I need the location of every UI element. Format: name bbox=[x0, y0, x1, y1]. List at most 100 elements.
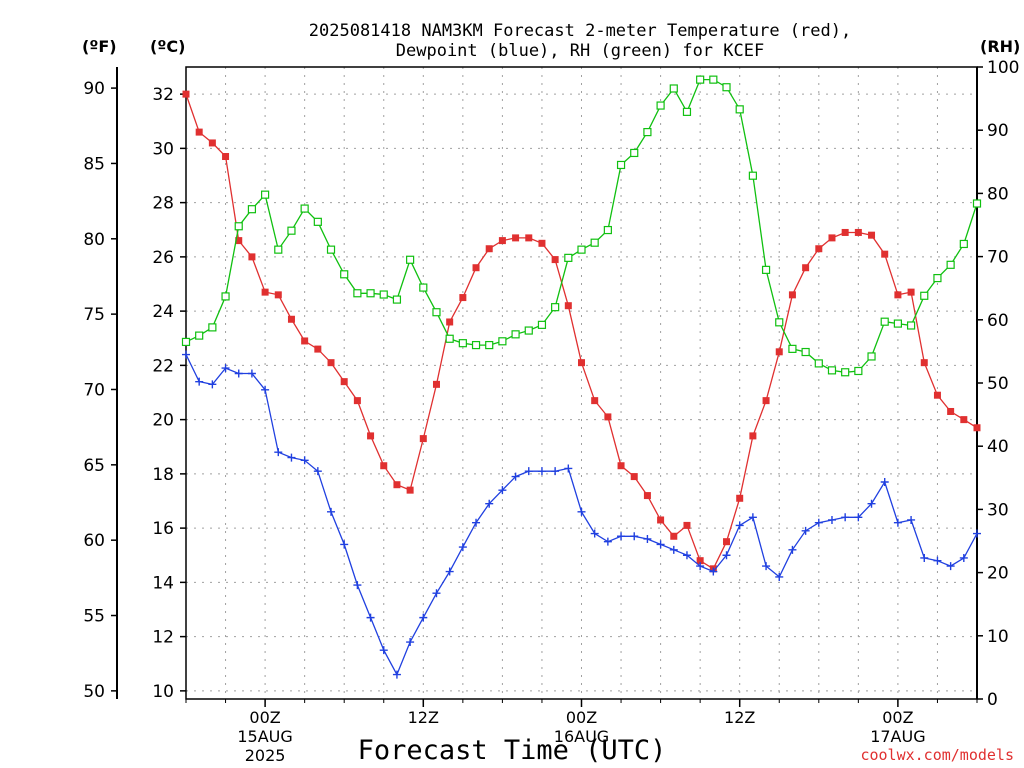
temperature-point bbox=[195, 128, 203, 136]
temperature-point bbox=[881, 250, 889, 258]
dewpoint-point bbox=[617, 532, 626, 541]
dewpoint-point bbox=[564, 464, 573, 473]
dewpoint-point bbox=[933, 556, 942, 565]
dewpoint-point bbox=[893, 518, 902, 527]
rh-point bbox=[761, 265, 771, 274]
dewpoint-point bbox=[247, 369, 256, 378]
temperature-point bbox=[802, 264, 810, 272]
temperature-point bbox=[643, 492, 651, 500]
rh-tick-label: 60 bbox=[987, 311, 1009, 331]
temperature-point bbox=[736, 494, 744, 502]
dewpoint-point bbox=[880, 478, 889, 487]
rh-point bbox=[234, 222, 243, 231]
temperature-point bbox=[485, 245, 493, 253]
rh-point bbox=[630, 148, 639, 158]
fahrenheit-tick-label: 75 bbox=[83, 305, 105, 325]
series-dewpoint bbox=[182, 350, 981, 679]
dewpoint-point bbox=[762, 562, 771, 571]
rh-point bbox=[406, 255, 415, 264]
temperature-point bbox=[591, 397, 599, 405]
dewpoint-point bbox=[814, 518, 823, 527]
rh-point bbox=[432, 308, 441, 317]
dewpoint-point bbox=[287, 453, 296, 462]
dewpoint-point bbox=[300, 456, 309, 465]
temperature-point bbox=[525, 234, 533, 242]
temperature-point bbox=[775, 348, 783, 356]
right-unit-label: (RH) bbox=[980, 37, 1020, 56]
dewpoint-point bbox=[511, 472, 520, 481]
rh-point bbox=[247, 205, 257, 214]
rh-point bbox=[195, 331, 204, 340]
temperature-point bbox=[182, 90, 190, 98]
dewpoint-point bbox=[498, 486, 507, 495]
temperature-point bbox=[340, 378, 348, 386]
x-tick-label-time: 00Z bbox=[566, 708, 597, 727]
left-inner-unit-label: (ºC) bbox=[150, 37, 185, 56]
dewpoint-point bbox=[234, 369, 243, 378]
rh-point bbox=[181, 337, 191, 347]
dewpoint-point bbox=[366, 613, 375, 622]
dewpoint-point bbox=[603, 537, 612, 546]
dewpoint-point bbox=[590, 529, 599, 538]
rh-point bbox=[946, 260, 955, 269]
celsius-tick-label: 28 bbox=[152, 194, 174, 214]
rh-tick-label: 90 bbox=[987, 121, 1009, 141]
rh-point bbox=[643, 127, 652, 137]
rh-point bbox=[353, 289, 362, 298]
temperature-point bbox=[301, 337, 309, 345]
rh-tick-label: 40 bbox=[987, 437, 1009, 457]
rh-point bbox=[419, 283, 428, 292]
x-tick-label-date: 15AUG bbox=[237, 727, 292, 746]
rh-tick-label: 80 bbox=[987, 184, 1009, 204]
dewpoint-point bbox=[709, 567, 718, 576]
rh-point bbox=[972, 199, 982, 208]
rh-point bbox=[340, 270, 349, 279]
dewpoint-point bbox=[775, 572, 784, 581]
dewpoint-point bbox=[735, 521, 744, 530]
rh-point bbox=[722, 83, 731, 92]
dewpoint-point bbox=[261, 385, 270, 394]
series-layer bbox=[181, 75, 982, 679]
rh-point bbox=[920, 291, 929, 300]
dewpoint-point bbox=[182, 350, 190, 359]
temperature-point bbox=[960, 416, 968, 424]
rh-point bbox=[788, 344, 797, 353]
rh-point bbox=[524, 326, 533, 335]
rh-point bbox=[445, 334, 454, 343]
celsius-tick-label: 30 bbox=[152, 139, 174, 159]
dewpoint-point bbox=[577, 507, 586, 516]
dewpoint-point bbox=[353, 581, 362, 590]
temperature-point bbox=[670, 532, 678, 540]
rh-point bbox=[458, 339, 467, 348]
temperature-point bbox=[512, 234, 520, 242]
rh-tick-label: 0 bbox=[987, 690, 998, 710]
dewpoint-point bbox=[313, 467, 322, 476]
rh-point bbox=[498, 337, 507, 346]
dewpoint-point bbox=[867, 499, 876, 508]
dewpoint-point bbox=[827, 515, 836, 524]
celsius-tick-label: 14 bbox=[152, 573, 174, 593]
dewpoint-point bbox=[722, 551, 731, 560]
dewpoint-point bbox=[472, 518, 481, 527]
rh-point bbox=[814, 359, 823, 368]
rh-point bbox=[274, 245, 283, 254]
temperature-point bbox=[367, 432, 375, 440]
x-tick-label-date: 17AUG bbox=[870, 727, 925, 746]
rh-point bbox=[669, 84, 678, 93]
celsius-tick-label: 22 bbox=[152, 356, 174, 376]
rh-point bbox=[880, 317, 889, 326]
temperature-point bbox=[894, 291, 902, 299]
temperature-point bbox=[657, 516, 665, 524]
temperature-point bbox=[235, 237, 243, 245]
dewpoint-point bbox=[208, 380, 217, 389]
dewpoint-point bbox=[973, 529, 981, 538]
dewpoint-point bbox=[748, 513, 757, 522]
rh-tick-label: 50 bbox=[987, 374, 1009, 394]
rh-point bbox=[485, 340, 494, 350]
dewpoint-point bbox=[841, 513, 850, 522]
temperature-point bbox=[841, 228, 849, 236]
celsius-tick-label: 32 bbox=[152, 85, 174, 105]
rh-point bbox=[696, 75, 705, 84]
rh-point bbox=[933, 273, 942, 283]
